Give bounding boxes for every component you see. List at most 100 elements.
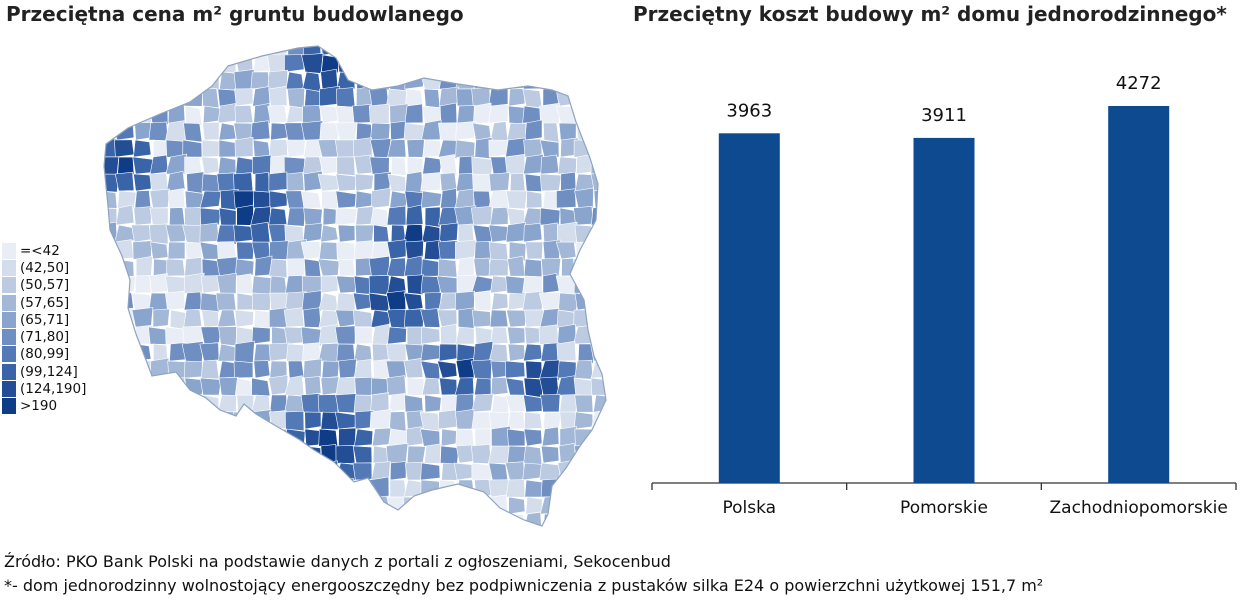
county-region	[404, 394, 424, 413]
county-region	[117, 392, 136, 413]
county-region	[286, 139, 306, 158]
county-region	[320, 479, 340, 498]
county-region	[104, 445, 118, 464]
county-region	[507, 445, 527, 464]
county-region	[471, 309, 492, 328]
county-region	[200, 326, 222, 345]
county-region	[200, 394, 220, 414]
county-region	[270, 428, 288, 449]
county-region	[556, 495, 577, 517]
county-region	[251, 292, 271, 311]
county-region	[252, 190, 271, 209]
county-region	[153, 139, 169, 160]
county-region	[183, 291, 203, 311]
county-region	[590, 292, 606, 311]
county-region	[438, 206, 458, 226]
county-region	[133, 391, 152, 413]
county-region	[150, 241, 169, 260]
county-region	[471, 53, 494, 73]
county-region	[169, 207, 186, 228]
county-region	[134, 459, 152, 481]
county-region	[408, 530, 423, 538]
county-region	[150, 494, 169, 515]
county-region	[335, 207, 358, 226]
county-region	[593, 460, 606, 481]
county-region	[509, 172, 526, 192]
county-region	[525, 54, 543, 73]
county-region	[594, 120, 606, 141]
county-region	[505, 360, 526, 379]
county-region	[319, 513, 340, 526]
county-region	[573, 411, 594, 430]
county-region	[267, 105, 288, 124]
county-region	[420, 360, 441, 381]
county-region	[590, 307, 606, 328]
county-region	[424, 206, 441, 228]
county-region	[251, 241, 271, 260]
county-region	[301, 53, 324, 74]
county-region	[440, 323, 458, 345]
county-region	[352, 46, 373, 56]
county-region	[336, 292, 356, 312]
county-region	[201, 156, 220, 175]
county-region	[148, 88, 171, 107]
map-legend: =<42 (42,50] (50,57] (57,65] (65,71] (71,80](…	[2, 242, 102, 415]
county-region	[113, 86, 135, 109]
county-region	[372, 530, 391, 538]
county-region	[320, 444, 339, 464]
county-region	[573, 71, 594, 90]
county-region	[217, 309, 237, 328]
county-region	[386, 239, 407, 260]
county-region	[165, 120, 186, 143]
county-region	[285, 190, 305, 209]
county-region	[251, 462, 271, 483]
county-region	[234, 479, 256, 499]
county-region	[505, 275, 526, 296]
county-region	[234, 104, 254, 124]
county-region	[200, 275, 220, 294]
county-region	[101, 529, 119, 538]
county-region	[300, 326, 322, 347]
county-region	[542, 411, 562, 430]
county-region	[253, 343, 273, 362]
county-region	[573, 494, 594, 517]
county-region	[249, 428, 271, 449]
county-region	[573, 46, 594, 57]
county-region	[285, 71, 305, 91]
county-region	[489, 411, 510, 430]
county-region	[200, 46, 220, 57]
county-region	[439, 172, 458, 192]
county-region	[250, 479, 271, 498]
county-region	[574, 359, 594, 380]
county-region	[354, 326, 373, 345]
county-region	[151, 54, 171, 75]
county-region	[454, 188, 475, 209]
county-region	[303, 258, 322, 279]
category-label: Pomorskie	[900, 498, 988, 518]
county-region	[185, 428, 203, 449]
county-region	[114, 239, 135, 260]
county-region	[165, 394, 186, 415]
county-region	[370, 46, 392, 57]
county-region	[114, 171, 135, 192]
county-region	[303, 496, 322, 515]
county-region	[131, 479, 153, 498]
county-region	[169, 531, 188, 538]
county-region	[168, 409, 186, 430]
county-region	[167, 360, 188, 380]
county-region	[135, 255, 154, 278]
county-region	[148, 445, 171, 465]
county-region	[234, 512, 254, 526]
county-region	[369, 156, 390, 176]
county-region	[169, 309, 187, 330]
county-region	[557, 459, 577, 481]
county-region	[269, 275, 288, 295]
county-region	[386, 205, 407, 226]
county-region	[507, 531, 525, 538]
county-region	[168, 496, 186, 517]
county-region	[336, 241, 356, 262]
county-region	[164, 275, 186, 296]
county-region	[473, 531, 492, 538]
legend-label: >190	[20, 398, 58, 415]
county-region	[104, 88, 118, 109]
